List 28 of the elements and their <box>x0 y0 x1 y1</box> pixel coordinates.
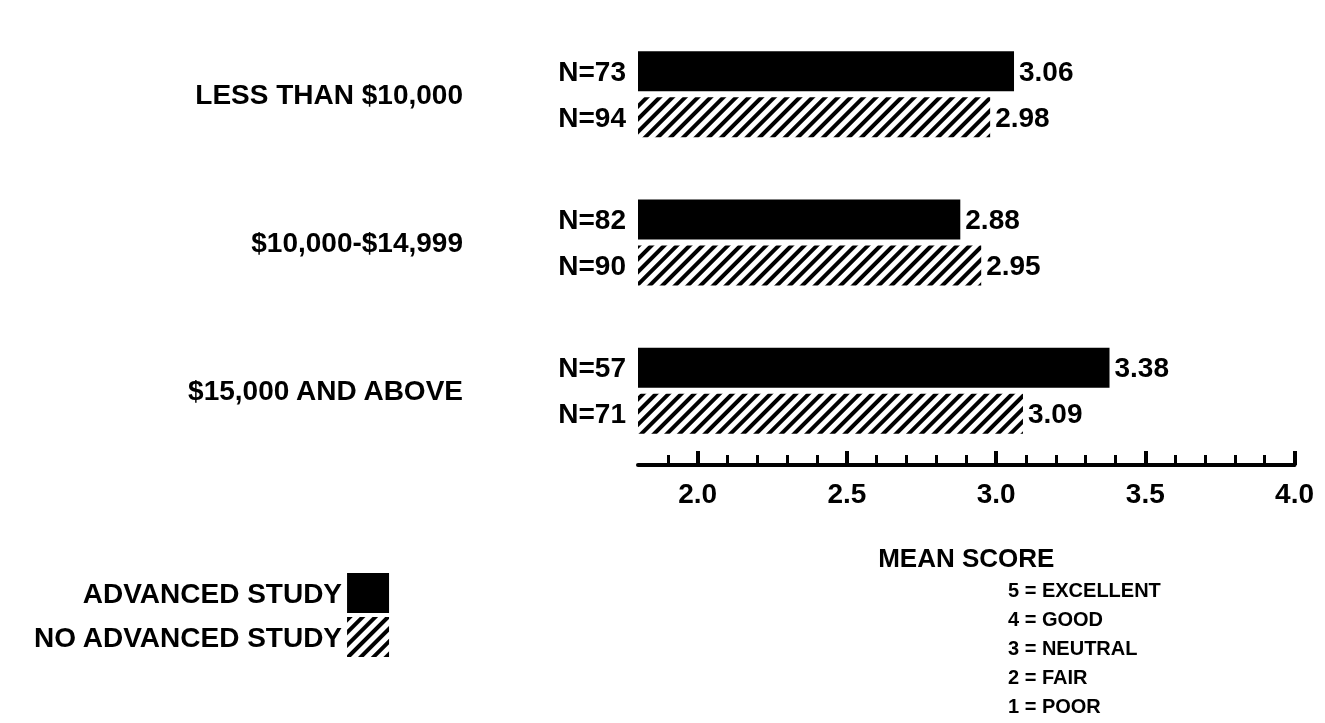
text: N=82 <box>558 204 626 235</box>
data-label: 3.09 <box>1027 398 1083 430</box>
legend-label: ADVANCED STUDY <box>82 577 343 609</box>
text: N=57 <box>558 352 626 384</box>
text: N=73 <box>558 55 626 87</box>
data-label: 3.38 <box>1114 352 1170 384</box>
text: 3 = NEUTRAL <box>1008 637 1138 659</box>
legend-label: NO ADVANCED STUDY <box>34 621 343 653</box>
data-label: 3.06 <box>1019 55 1074 87</box>
text: N=71 <box>558 398 626 430</box>
x-tick-label: 4.0 <box>1275 477 1315 509</box>
text: 2 = FAIR <box>1008 666 1089 688</box>
text: 5 = EXCELLENT <box>1008 579 1161 601</box>
y-tick-label: LESS THAN $10,000 <box>195 78 463 110</box>
text: 4 = GOOD <box>1008 608 1104 630</box>
x-tick-label: 2.5 <box>827 477 867 509</box>
data-label: 2.98 <box>995 101 1050 133</box>
text: N=94 <box>558 101 627 133</box>
x-tick-label: 3.5 <box>1125 477 1165 509</box>
x-axis-title: MEAN SCORE <box>878 543 1055 573</box>
x-tick-label: 3.0 <box>976 477 1016 509</box>
text: 1 = POOR <box>1008 695 1102 717</box>
text: N=90 <box>558 250 626 281</box>
y-tick-label: $10,000-$14,999 <box>251 227 463 258</box>
data-label: 2.95 <box>986 250 1041 281</box>
y-tick-label: $15,000 AND ABOVE <box>188 375 463 407</box>
data-label: 2.88 <box>965 204 1020 235</box>
x-tick-label: 2.0 <box>678 477 718 509</box>
